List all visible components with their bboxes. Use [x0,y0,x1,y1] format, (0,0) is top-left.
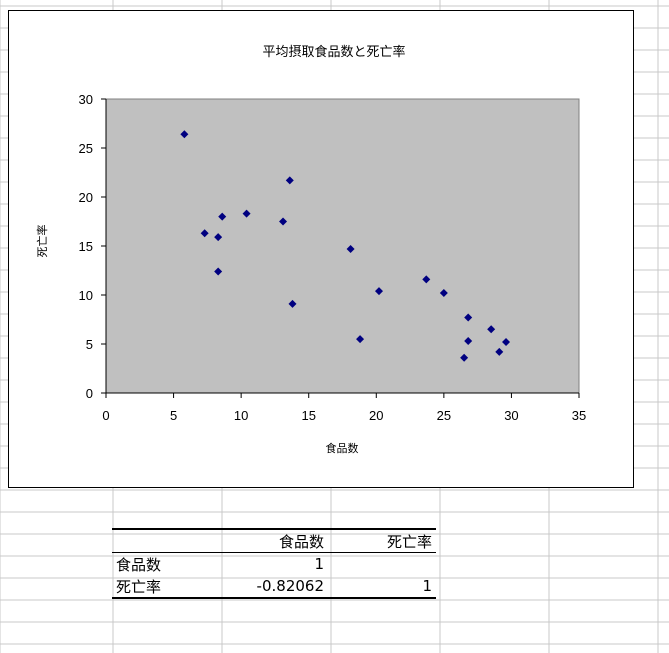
x-tick-label: 15 [301,408,315,423]
table-header-corner [112,528,220,553]
y-tick-label: 15 [79,239,93,254]
data-point [214,233,223,242]
x-tick-label: 35 [572,408,586,423]
y-tick-label: 0 [86,386,93,401]
y-axis-label: 死亡率 [35,225,49,258]
x-tick-label: 0 [102,408,109,423]
data-point [422,275,431,284]
y-tick-label: 30 [79,92,93,107]
data-point [279,217,288,226]
data-point [180,130,189,139]
correlation-table: 食品数 死亡率 食品数 1 死亡率 -0.82062 1 [112,528,436,599]
scatter-chart: 平均摂取食品数と死亡率 0 5 10 15 20 25 30 35 0 5 10 15 20 25 30 食… [35,44,587,455]
data-point [460,353,469,362]
y-tick-label: 25 [79,141,93,156]
row-label-foods[interactable]: 食品数 [116,555,162,574]
table-header-foods: 食品数 [220,528,328,553]
data-point [464,313,473,322]
data-point [487,325,496,334]
x-tick-label: 10 [234,408,248,423]
data-point [242,209,251,218]
table-header-row: 食品数 死亡率 [112,528,436,553]
x-axis-label: 食品数 [326,441,359,455]
data-point [285,176,294,185]
data-point [374,287,383,296]
data-point [346,244,355,253]
data-point [356,335,365,344]
data-point [214,267,223,276]
data-point [218,212,227,221]
data-point [464,337,473,346]
data-point [200,229,209,238]
row-label-mortality[interactable]: 死亡率 [112,575,220,599]
table-row: 死亡率 -0.82062 1 [112,575,436,599]
cell-foods-mortality[interactable] [328,553,436,576]
x-tick-label: 30 [504,408,518,423]
data-point [502,338,511,347]
cell-mortality-foods[interactable]: -0.82062 [220,575,328,599]
cell-foods-foods[interactable]: 1 [314,555,324,573]
y-tick-label: 20 [79,190,93,205]
y-tick-label: 5 [86,337,93,352]
x-tick-label: 20 [369,408,383,423]
x-tick-label: 5 [170,408,177,423]
axis-ticks: 0 5 10 15 20 25 30 35 0 5 10 15 20 25 30 [79,92,587,423]
cell-mortality-mortality[interactable]: 1 [328,575,436,599]
plot-area [105,98,580,394]
table-header-mortality: 死亡率 [328,528,436,553]
x-tick-label: 25 [437,408,451,423]
chart-title: 平均摂取食品数と死亡率 [262,44,405,60]
data-points [180,130,511,362]
data-point [439,289,448,298]
table-row: 食品数 1 [112,553,436,576]
data-point [495,347,504,356]
chart-area[interactable]: 平均摂取食品数と死亡率 0 5 10 15 20 25 30 35 0 5 10 15 20 25 30 食… [8,10,634,488]
y-tick-label: 10 [79,288,93,303]
data-point [288,299,297,308]
